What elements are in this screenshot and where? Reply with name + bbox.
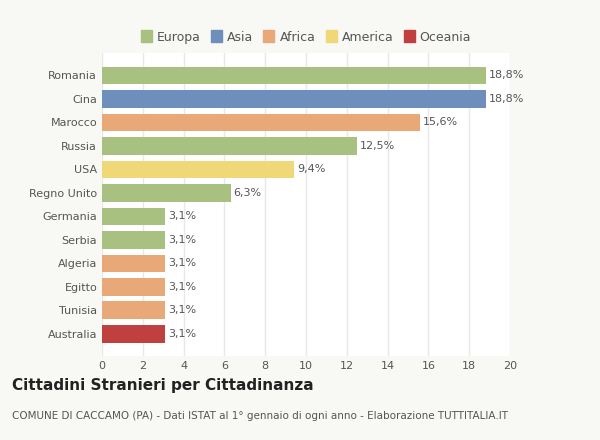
Text: 12,5%: 12,5%: [360, 141, 395, 151]
Text: 3,1%: 3,1%: [168, 329, 196, 339]
Text: 15,6%: 15,6%: [424, 117, 458, 128]
Text: 3,1%: 3,1%: [168, 211, 196, 221]
Text: 18,8%: 18,8%: [488, 94, 524, 104]
Bar: [102, 254, 165, 272]
Text: 3,1%: 3,1%: [168, 258, 196, 268]
Bar: [102, 114, 420, 131]
Bar: [102, 184, 230, 202]
Bar: [102, 208, 165, 225]
Text: Cittadini Stranieri per Cittadinanza: Cittadini Stranieri per Cittadinanza: [12, 378, 314, 393]
Bar: [102, 90, 485, 108]
Legend: Europa, Asia, Africa, America, Oceania: Europa, Asia, Africa, America, Oceania: [136, 26, 476, 49]
Text: 3,1%: 3,1%: [168, 305, 196, 315]
Text: COMUNE DI CACCAMO (PA) - Dati ISTAT al 1° gennaio di ogni anno - Elaborazione TU: COMUNE DI CACCAMO (PA) - Dati ISTAT al 1…: [12, 411, 508, 422]
Text: 18,8%: 18,8%: [488, 70, 524, 81]
Text: 3,1%: 3,1%: [168, 235, 196, 245]
Text: 3,1%: 3,1%: [168, 282, 196, 292]
Bar: [102, 278, 165, 296]
Text: 9,4%: 9,4%: [297, 165, 325, 174]
Bar: [102, 325, 165, 343]
Bar: [102, 161, 294, 178]
Bar: [102, 231, 165, 249]
Bar: [102, 301, 165, 319]
Text: 6,3%: 6,3%: [233, 188, 262, 198]
Bar: [102, 66, 485, 84]
Bar: [102, 137, 357, 155]
